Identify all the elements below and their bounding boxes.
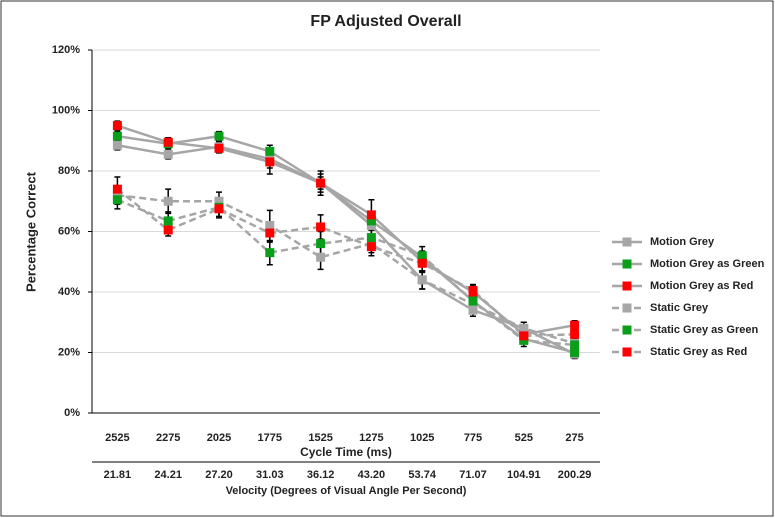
marker xyxy=(214,143,224,153)
marker xyxy=(519,331,529,341)
x-tick-label: 2525 xyxy=(105,432,129,444)
marker xyxy=(468,305,478,315)
marker xyxy=(570,348,580,357)
x-tick-label: 2025 xyxy=(207,432,231,444)
x2-tick-label: 200.29 xyxy=(558,469,592,481)
marker xyxy=(265,146,275,156)
marker xyxy=(265,157,275,167)
y-tick-label: 20% xyxy=(58,346,80,358)
x-tick-label: 1025 xyxy=(410,432,434,444)
x-tick-label: 775 xyxy=(464,432,482,444)
series-line xyxy=(116,198,575,347)
marker xyxy=(112,121,122,131)
marker xyxy=(468,296,478,306)
marker xyxy=(366,220,376,230)
x2-tick-label: 27.20 xyxy=(205,469,233,481)
x2-tick-label: 36.12 xyxy=(307,469,335,481)
series-line xyxy=(117,193,575,345)
legend-marker xyxy=(622,303,632,313)
y-axis-title: Percentage Correct xyxy=(23,171,38,292)
legend-label: Static Grey as Red xyxy=(650,346,747,358)
marker xyxy=(112,131,122,141)
marker xyxy=(366,242,376,252)
marker xyxy=(468,285,478,295)
marker xyxy=(163,137,173,147)
marker xyxy=(519,335,529,345)
marker xyxy=(316,252,326,262)
marker xyxy=(214,204,224,214)
x-axis-title: Cycle Time (ms) xyxy=(300,445,392,459)
marker xyxy=(265,220,275,230)
marker xyxy=(163,225,173,235)
marker xyxy=(417,275,427,285)
marker xyxy=(316,239,326,249)
marker xyxy=(366,233,376,243)
x-tick-label: 2275 xyxy=(156,432,180,444)
x2-tick-label: 31.03 xyxy=(256,469,284,481)
y-tick-label: 120% xyxy=(52,44,80,56)
marker xyxy=(570,320,580,330)
x2-axis-title: Velocity (Degrees of Visual Angle Per Se… xyxy=(226,485,467,497)
legend-label: Static Grey xyxy=(650,302,709,314)
x-tick-label: 1275 xyxy=(359,432,383,444)
y-tick-label: 100% xyxy=(52,104,80,116)
x2-tick-label: 71.07 xyxy=(459,469,487,481)
legend-marker xyxy=(622,237,632,247)
marker xyxy=(112,140,122,150)
marker xyxy=(265,228,275,238)
marker xyxy=(112,190,122,200)
series-line xyxy=(117,124,575,336)
marker xyxy=(519,323,529,333)
y-tick-label: 40% xyxy=(58,286,80,298)
y-tick-label: 60% xyxy=(58,225,80,237)
marker xyxy=(366,210,376,220)
marker xyxy=(316,222,326,232)
marker xyxy=(417,258,427,268)
marker xyxy=(214,131,224,141)
legend-marker xyxy=(622,281,632,291)
chart-title: FP Adjusted Overall xyxy=(310,13,461,30)
y-tick-label: 80% xyxy=(58,165,80,177)
legend-label: Motion Grey as Red xyxy=(650,280,753,292)
y-tick-label: 0% xyxy=(64,407,80,419)
marker xyxy=(112,184,122,194)
legend-marker xyxy=(622,347,632,357)
x2-tick-label: 53.74 xyxy=(408,469,436,481)
marker xyxy=(366,216,376,226)
marker xyxy=(417,251,427,261)
marker xyxy=(570,340,580,350)
legend-marker xyxy=(622,325,632,335)
x-tick-label: 275 xyxy=(565,432,583,444)
legend-label: Motion Grey as Green xyxy=(650,258,765,270)
x-tick-label: 1775 xyxy=(258,432,282,444)
x2-tick-label: 104.91 xyxy=(507,469,541,481)
legend-label: Motion Grey xyxy=(650,236,715,248)
marker xyxy=(163,216,173,226)
x-tick-label: 525 xyxy=(515,432,533,444)
marker xyxy=(265,248,275,258)
x2-tick-label: 43.20 xyxy=(358,469,386,481)
marker xyxy=(112,195,122,205)
series-line xyxy=(116,188,575,338)
marker xyxy=(570,329,580,339)
x-tick-label: 1525 xyxy=(308,432,332,444)
marker xyxy=(163,196,173,206)
x2-tick-label: 24.21 xyxy=(154,469,182,481)
marker xyxy=(163,149,173,159)
legend-marker xyxy=(622,259,632,269)
legend-label: Static Grey as Green xyxy=(650,324,759,336)
x2-tick-label: 21.81 xyxy=(104,469,132,481)
marker xyxy=(214,196,224,206)
marker xyxy=(316,178,326,188)
